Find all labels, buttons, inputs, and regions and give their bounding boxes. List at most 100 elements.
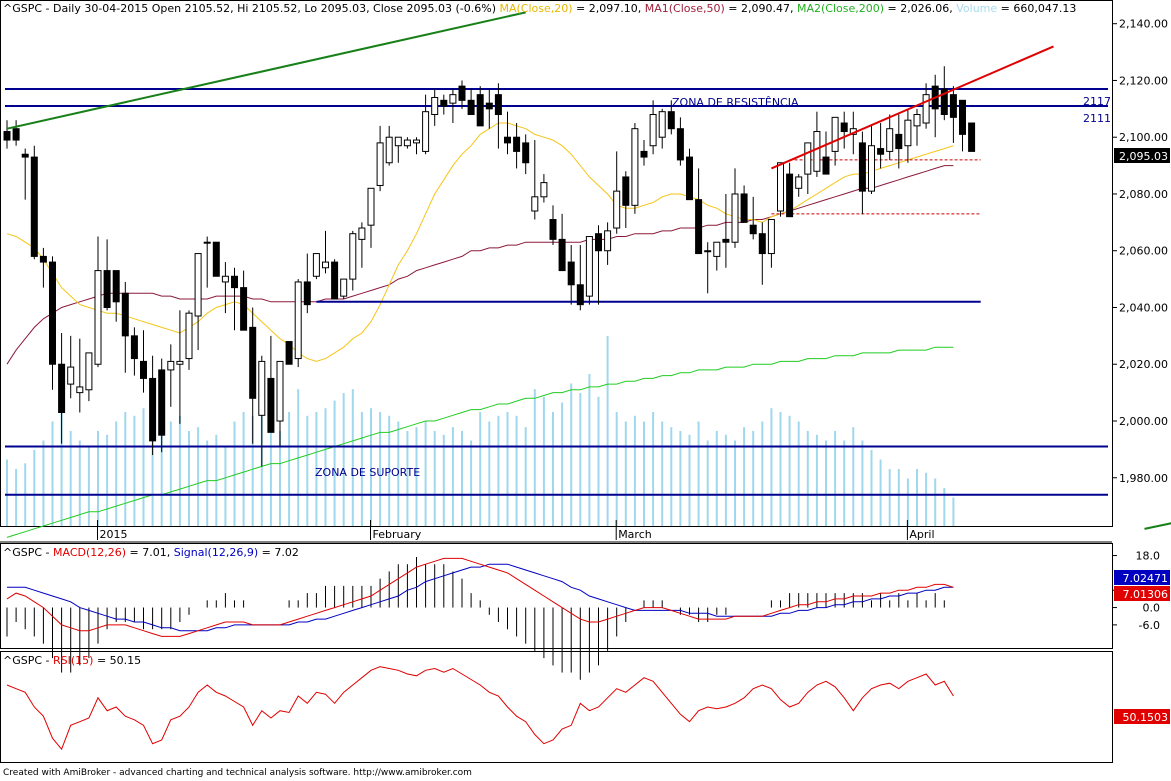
candle <box>249 307 257 444</box>
rsi-pane-header: ^GSPC - RSI(15) = 50.15 <box>3 654 141 667</box>
candle-body <box>804 142 812 175</box>
y-tick-label: 2,140.00 <box>1119 18 1168 31</box>
candle <box>540 174 548 203</box>
candle <box>431 88 439 126</box>
signal-line <box>7 563 954 632</box>
candle <box>121 281 129 373</box>
volume-bar <box>78 440 81 526</box>
candle <box>949 86 957 143</box>
candle-body <box>21 153 29 158</box>
candle <box>877 123 885 169</box>
candle-body <box>76 386 84 394</box>
x-tick-label: March <box>618 528 652 541</box>
volume-bar <box>861 440 864 526</box>
y-tick-label: 1,980.00 <box>1119 472 1168 485</box>
volume-bar <box>351 389 354 526</box>
candle-body <box>276 360 284 422</box>
candle-body <box>767 219 775 255</box>
candle-body <box>549 219 557 240</box>
candle <box>513 123 521 169</box>
candle <box>39 247 47 288</box>
volume-bar <box>224 446 227 526</box>
candle-body <box>522 142 530 164</box>
candle <box>567 245 575 305</box>
candle-body <box>613 190 621 229</box>
volume-bar <box>761 421 764 526</box>
volume-bar <box>479 412 482 526</box>
trendline <box>1144 522 1171 530</box>
candle <box>868 125 875 194</box>
candle <box>504 111 511 155</box>
candle-body <box>786 173 794 218</box>
x-tick-label: 2015 <box>100 528 128 541</box>
volume-bar <box>870 450 873 526</box>
volume-bar <box>133 415 136 526</box>
candle <box>531 140 539 220</box>
volume-bars <box>6 336 955 526</box>
ma50-line <box>6 165 954 365</box>
volume-bar <box>533 389 536 526</box>
candle <box>49 256 56 390</box>
volume-bar <box>806 431 809 526</box>
macd-y-tick-label: 18.0 <box>1136 550 1161 563</box>
candle <box>613 151 621 234</box>
x-tick-label: February <box>373 528 422 541</box>
candle-body <box>704 250 712 253</box>
footer-credit: Created with AmiBroker - advanced charti… <box>3 768 472 778</box>
volume-bar <box>633 415 636 526</box>
volume-bar <box>315 412 318 526</box>
candle <box>695 168 703 255</box>
y-axis-background <box>1113 0 1171 764</box>
candle <box>422 94 430 155</box>
volume-bar <box>488 421 491 526</box>
resistance-zone-label: ZONA DE RESISTÊNCIA <box>672 96 799 109</box>
candle <box>458 80 466 109</box>
candle-body <box>413 139 420 144</box>
volume-bar <box>524 427 527 526</box>
candle-body <box>58 363 66 413</box>
candle-body <box>85 352 93 391</box>
volume-bar <box>379 412 382 526</box>
candle <box>440 94 448 115</box>
candle-body <box>285 341 293 365</box>
candle <box>203 236 211 288</box>
candle <box>667 100 675 135</box>
macd-pane-frame <box>0 543 1113 649</box>
candle-body <box>940 88 948 116</box>
volume-bar <box>615 412 618 526</box>
volume-bar <box>652 412 655 526</box>
main-pane-frame <box>0 0 1113 527</box>
volume-bar <box>151 412 154 526</box>
volume-bar <box>279 431 281 526</box>
candle <box>285 341 293 365</box>
volume-bar <box>251 415 254 526</box>
candle <box>913 108 921 146</box>
candle-body <box>695 199 703 255</box>
volume-bar <box>306 415 309 526</box>
candle <box>968 122 976 152</box>
candle-body <box>149 377 157 442</box>
candle <box>649 100 657 155</box>
candle-body <box>422 111 430 152</box>
volume-bar <box>115 421 118 526</box>
volume-bar <box>952 497 955 526</box>
candle <box>385 125 393 166</box>
candle <box>394 136 402 163</box>
candle-body <box>449 94 457 104</box>
macd-plot <box>6 557 954 680</box>
volume-bar <box>51 421 54 526</box>
macd-y-tick-label: 0.0 <box>1143 602 1161 615</box>
ma200-value: = 2,026.06, <box>884 2 956 15</box>
volume-bar <box>724 434 727 526</box>
ma50-value: = 2,090.47, <box>725 2 797 15</box>
candle <box>467 88 475 116</box>
candle-body <box>540 182 548 198</box>
candle <box>94 236 102 368</box>
volume-bar <box>561 402 564 526</box>
volume-value: = 660,047.13 <box>997 2 1076 15</box>
volume-bar <box>588 374 591 526</box>
volume-bar <box>770 408 773 526</box>
rsi-value-tag: 50.1503 <box>1114 709 1170 724</box>
ma20-value: = 2,097.10, <box>573 2 645 15</box>
